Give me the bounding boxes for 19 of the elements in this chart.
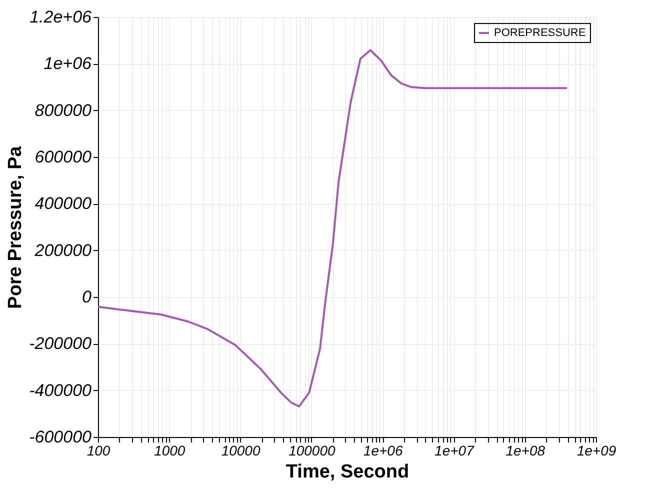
y-tick-label: 1e+06 [44, 54, 92, 74]
y-tick-label: 400000 [34, 194, 92, 214]
y-tick-label: 0 [82, 288, 92, 306]
x-tick-label: 10000 [221, 442, 260, 458]
x-tick-label: 1e+09 [576, 442, 616, 458]
x-tick-label: 1000 [154, 442, 186, 458]
y-tick-label: 600000 [34, 148, 92, 166]
x-tick-label: 1e+08 [506, 442, 546, 458]
y-tick-label: -200000 [29, 334, 92, 354]
y-tick-label: 200000 [34, 240, 92, 260]
x-tick-label: 100000 [288, 442, 336, 458]
y-tick-label: 1.2e+06 [30, 8, 92, 26]
y-axis-title: Pore Pressure, Pa [5, 146, 26, 309]
x-axis-title: Time, Second [286, 462, 410, 482]
legend-label: POREPRESSURE [494, 27, 586, 39]
x-tick-label: 1e+06 [363, 442, 403, 458]
y-tick-label: -400000 [29, 380, 92, 400]
x-tick-label: 1e+07 [434, 442, 476, 458]
y-tick-label: 800000 [34, 100, 92, 120]
